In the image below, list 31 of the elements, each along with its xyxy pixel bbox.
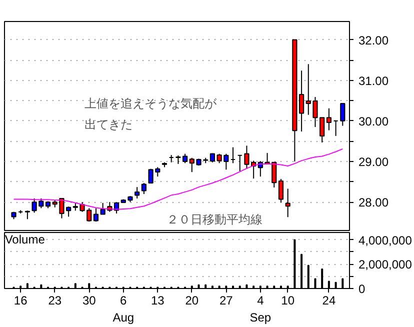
series-label: ２０日移動平均線: [166, 212, 262, 226]
x-tick-label: 13: [150, 294, 165, 308]
y-tick-label: 0: [358, 282, 366, 296]
x-tick-label: 10: [281, 294, 295, 308]
y-tick-label: 28.00: [358, 196, 389, 210]
x-tick-label: 16: [14, 294, 28, 308]
y-tick-label: 30.00: [358, 114, 389, 128]
x-tick-label: 30: [82, 294, 96, 308]
x-tick-label: 23: [48, 294, 62, 308]
chart-title: Volume: [4, 232, 46, 246]
y-tick-label: 29.00: [358, 155, 389, 170]
annotation: 上値を追えそうな気配が: [84, 96, 218, 110]
candlestick: [320, 117, 325, 143]
candlestick: [93, 208, 99, 222]
candlestick: [298, 70, 304, 132]
y-tick-label: 4,000,000: [358, 233, 412, 248]
y-tick-label: 32.00: [358, 33, 389, 48]
x-tick-label: 4 Sep: [250, 294, 272, 324]
x-tick-label: 6 Aug: [112, 294, 134, 324]
candlestick: [278, 178, 284, 203]
y-tick-label: 31.00: [358, 74, 389, 88]
y-tick-label: 2,000,000: [358, 258, 412, 272]
candlestick: [340, 102, 346, 126]
candlestick: [326, 108, 332, 131]
candlestick: [285, 188, 290, 218]
annotation: 出てきた: [84, 118, 132, 132]
candlestick: [134, 186, 140, 199]
x-tick-label: 20: [185, 294, 199, 308]
x-tick-label: 24: [322, 294, 336, 308]
x-tick-label: 27: [219, 294, 234, 308]
candlestick: [141, 182, 146, 194]
